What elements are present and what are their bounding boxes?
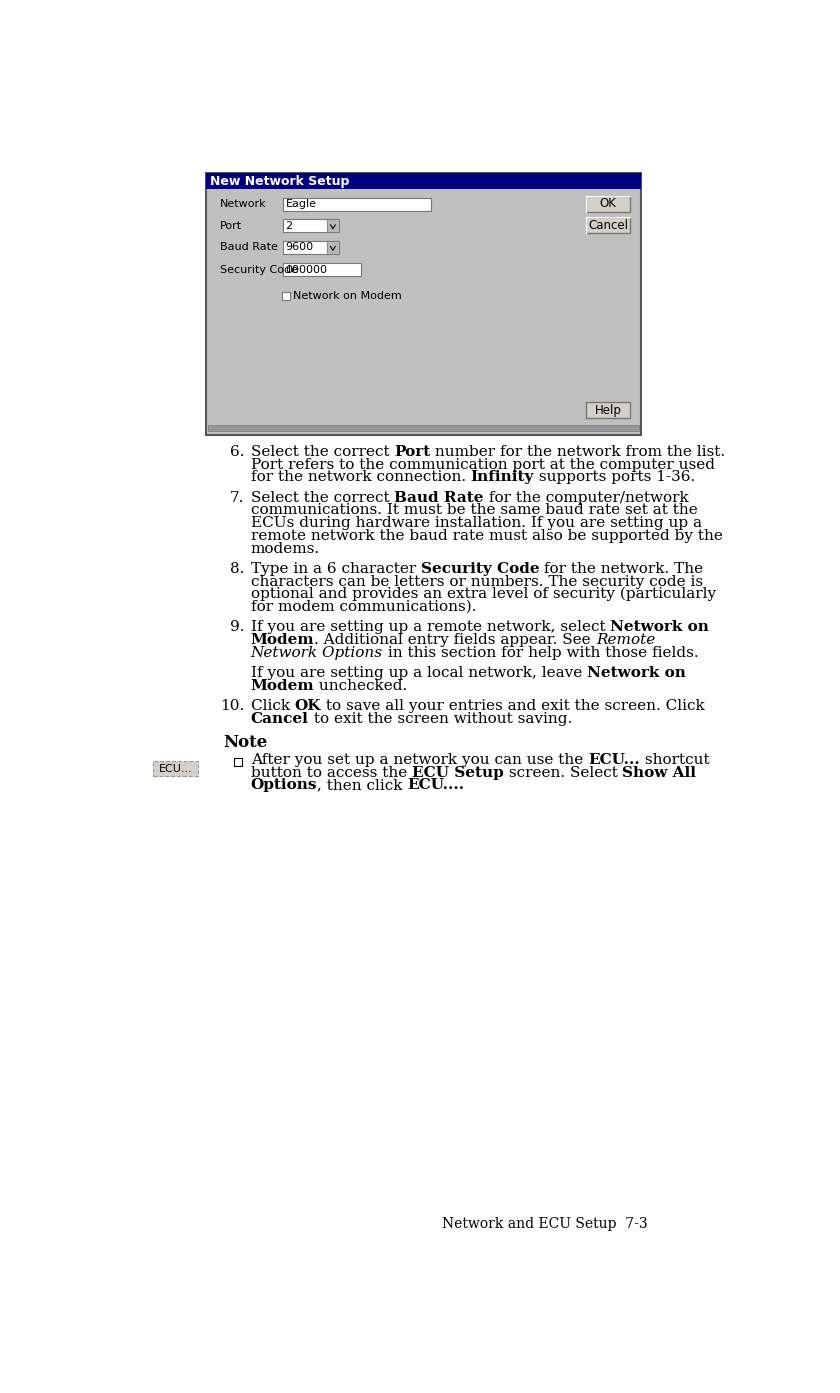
Text: ECUs during hardware installation. If you are setting up a: ECUs during hardware installation. If yo… — [250, 517, 701, 531]
Bar — [283, 263, 360, 276]
Text: 2: 2 — [286, 220, 292, 231]
Bar — [327, 241, 339, 254]
Text: number for the network from the list.: number for the network from the list. — [430, 444, 726, 458]
Bar — [283, 219, 339, 233]
Text: for the network connection.: for the network connection. — [250, 471, 470, 485]
Text: Network Options: Network Options — [250, 646, 383, 660]
Text: If you are setting up a local network, leave: If you are setting up a local network, l… — [250, 666, 587, 680]
Bar — [208, 425, 639, 430]
Text: 6.: 6. — [230, 444, 244, 458]
Text: Port refers to the communication port at the computer used: Port refers to the communication port at… — [250, 458, 715, 472]
Text: ECU Setup: ECU Setup — [412, 766, 503, 780]
Bar — [585, 217, 631, 234]
Text: 7.: 7. — [230, 490, 244, 504]
Text: characters can be letters or numbers. The security code is: characters can be letters or numbers. Th… — [250, 575, 703, 589]
Text: Help: Help — [595, 404, 622, 417]
Text: shortcut: shortcut — [639, 752, 709, 768]
Text: to save all your entries and exit the screen. Click: to save all your entries and exit the sc… — [321, 699, 705, 713]
Text: Options: Options — [250, 779, 318, 793]
Text: Baud Rate: Baud Rate — [220, 242, 277, 252]
Text: 9600: 9600 — [286, 242, 313, 252]
Text: Baud Rate: Baud Rate — [394, 490, 484, 504]
Bar — [283, 198, 431, 210]
Text: After you set up a network you can use the: After you set up a network you can use t… — [250, 752, 588, 768]
Text: remote network the baud rate must also be supported by the: remote network the baud rate must also b… — [250, 529, 722, 543]
Text: Click: Click — [250, 699, 295, 713]
Text: New Network Setup: New Network Setup — [210, 174, 349, 188]
Text: Type in a 6 character: Type in a 6 character — [250, 561, 421, 575]
Bar — [206, 173, 641, 188]
Text: Select the correct: Select the correct — [250, 490, 394, 504]
Text: in this section for help with those fields.: in this section for help with those fiel… — [383, 646, 698, 660]
Text: modems.: modems. — [250, 542, 320, 556]
Text: Security Code: Security Code — [421, 561, 539, 575]
Bar — [585, 403, 631, 418]
Bar — [585, 195, 631, 212]
Bar — [234, 758, 242, 766]
Text: supports ports 1-36.: supports ports 1-36. — [534, 471, 696, 485]
Text: Security Code: Security Code — [220, 265, 297, 274]
Text: Network on Modem: Network on Modem — [293, 291, 402, 301]
Text: 000000: 000000 — [286, 265, 328, 274]
Text: Show All: Show All — [622, 766, 696, 780]
Text: If you are setting up a remote network, select: If you are setting up a remote network, … — [250, 620, 610, 634]
Text: button to access the: button to access the — [250, 766, 412, 780]
Text: . Additional entry fields appear. See: . Additional entry fields appear. See — [314, 634, 596, 648]
Text: Eagle: Eagle — [286, 199, 317, 209]
Text: Note: Note — [223, 734, 267, 751]
Text: for the computer/network: for the computer/network — [484, 490, 689, 504]
Text: ECU...: ECU... — [588, 752, 639, 768]
Text: OK: OK — [600, 198, 617, 210]
Text: Remote: Remote — [596, 634, 655, 648]
Text: unchecked.: unchecked. — [314, 678, 407, 692]
Text: ECU....: ECU.... — [407, 779, 465, 793]
Text: Port: Port — [220, 220, 242, 231]
Bar — [283, 241, 339, 254]
Text: Modem: Modem — [250, 634, 314, 648]
Text: Network on: Network on — [587, 666, 685, 680]
Text: 10.: 10. — [220, 699, 244, 713]
Text: communications. It must be the same baud rate set at the: communications. It must be the same baud… — [250, 503, 697, 517]
Text: Modem: Modem — [250, 678, 314, 692]
Text: Infinity: Infinity — [470, 471, 534, 485]
Bar — [206, 173, 641, 435]
Text: , then click: , then click — [318, 779, 407, 793]
Text: Cancel: Cancel — [588, 219, 628, 231]
Text: Network: Network — [220, 199, 266, 209]
Text: 9.: 9. — [230, 620, 244, 634]
Text: optional and provides an extra level of security (particularly: optional and provides an extra level of … — [250, 586, 716, 602]
Text: ECU...: ECU... — [159, 763, 192, 773]
Bar — [153, 761, 198, 776]
Text: to exit the screen without saving.: to exit the screen without saving. — [308, 712, 572, 726]
Bar — [281, 293, 291, 301]
Text: screen. Select: screen. Select — [503, 766, 622, 780]
Text: Select the correct: Select the correct — [250, 444, 394, 458]
Text: Cancel: Cancel — [250, 712, 308, 726]
Text: for the network. The: for the network. The — [539, 561, 704, 575]
Text: Network and ECU Setup  7-3: Network and ECU Setup 7-3 — [442, 1217, 648, 1231]
Text: 8.: 8. — [230, 561, 244, 575]
Bar — [327, 219, 339, 233]
Text: OK: OK — [295, 699, 321, 713]
Text: Network on: Network on — [610, 620, 709, 634]
Text: Port: Port — [394, 444, 430, 458]
Text: for modem communications).: for modem communications). — [250, 600, 476, 614]
